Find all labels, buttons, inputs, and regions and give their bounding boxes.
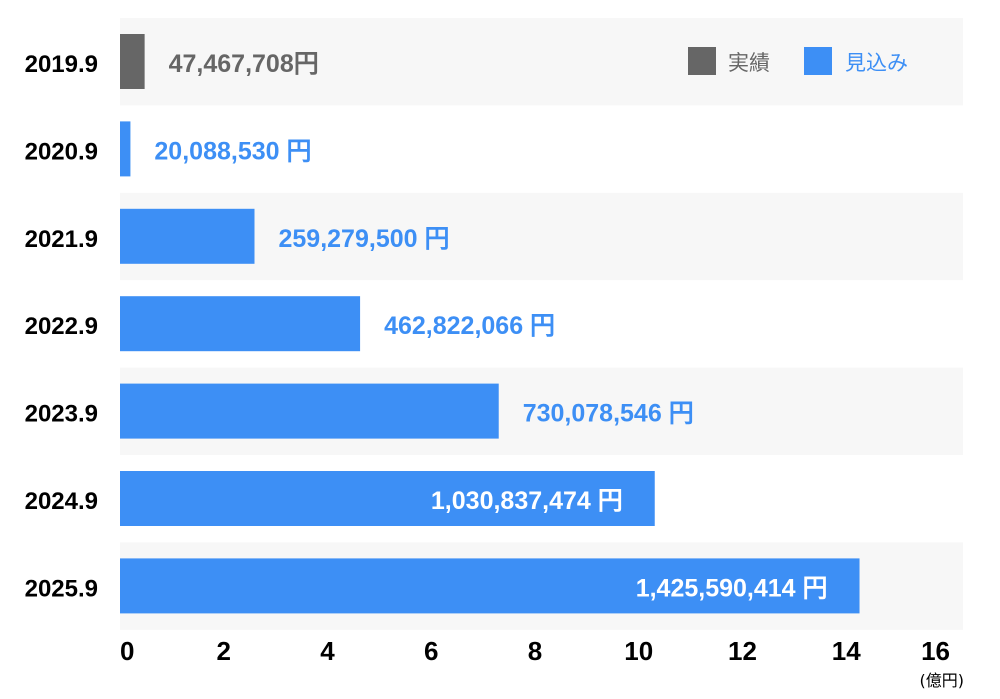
x-tick-2: 2 (217, 636, 231, 666)
bar-2024.9 (120, 471, 655, 526)
x-tick-4: 4 (320, 636, 335, 666)
legend-swatch-forecast (804, 47, 832, 75)
data-label-2021.9: 259,279,500 円 (279, 225, 450, 253)
category-label-2024.9: 2024.9 (25, 488, 98, 515)
bar-2023.9 (120, 383, 499, 439)
legend-swatch-actual (688, 47, 716, 75)
row-band (120, 192, 963, 281)
x-tick-12: 12 (728, 636, 757, 666)
x-tick-8: 8 (528, 636, 542, 666)
x-tick-14: 14 (832, 636, 861, 666)
category-label-2021.9: 2021.9 (25, 226, 98, 253)
x-tick-10: 10 (624, 636, 653, 666)
x-tick-16: 16 (921, 636, 950, 666)
data-label-2023.9: 730,078,546 円 (523, 400, 694, 428)
legend: 実績 見込み (688, 47, 908, 75)
bar-2025.9 (120, 558, 860, 614)
legend-label-actual: 実績 (728, 51, 770, 75)
data-label-2024.9: 1,030,837,474 円 (431, 487, 623, 515)
data-label-2020.9: 20,088,530 円 (154, 137, 311, 165)
legend-label-forecast: 見込み (845, 51, 908, 75)
category-label-2020.9: 2020.9 (25, 138, 98, 165)
category-label-2019.9: 2019.9 (25, 51, 98, 78)
x-tick-6: 6 (424, 636, 438, 666)
data-label-2019.9: 47,467,708円 (169, 50, 319, 78)
x-tick-0: 0 (120, 636, 134, 666)
data-label-2025.9: 1,425,590,414 円 (636, 574, 828, 602)
category-label-2023.9: 2023.9 (25, 401, 98, 428)
data-label-2022.9: 462,822,066 円 (384, 312, 555, 340)
bar-2021.9 (120, 208, 255, 264)
category-label-2025.9: 2025.9 (25, 575, 98, 602)
category-label-2022.9: 2022.9 (25, 313, 98, 340)
bar-2022.9 (120, 296, 361, 352)
bar-2020.9 (120, 121, 131, 177)
x-axis-unit: (億円) (920, 671, 965, 690)
bar-2019.9 (120, 34, 145, 89)
